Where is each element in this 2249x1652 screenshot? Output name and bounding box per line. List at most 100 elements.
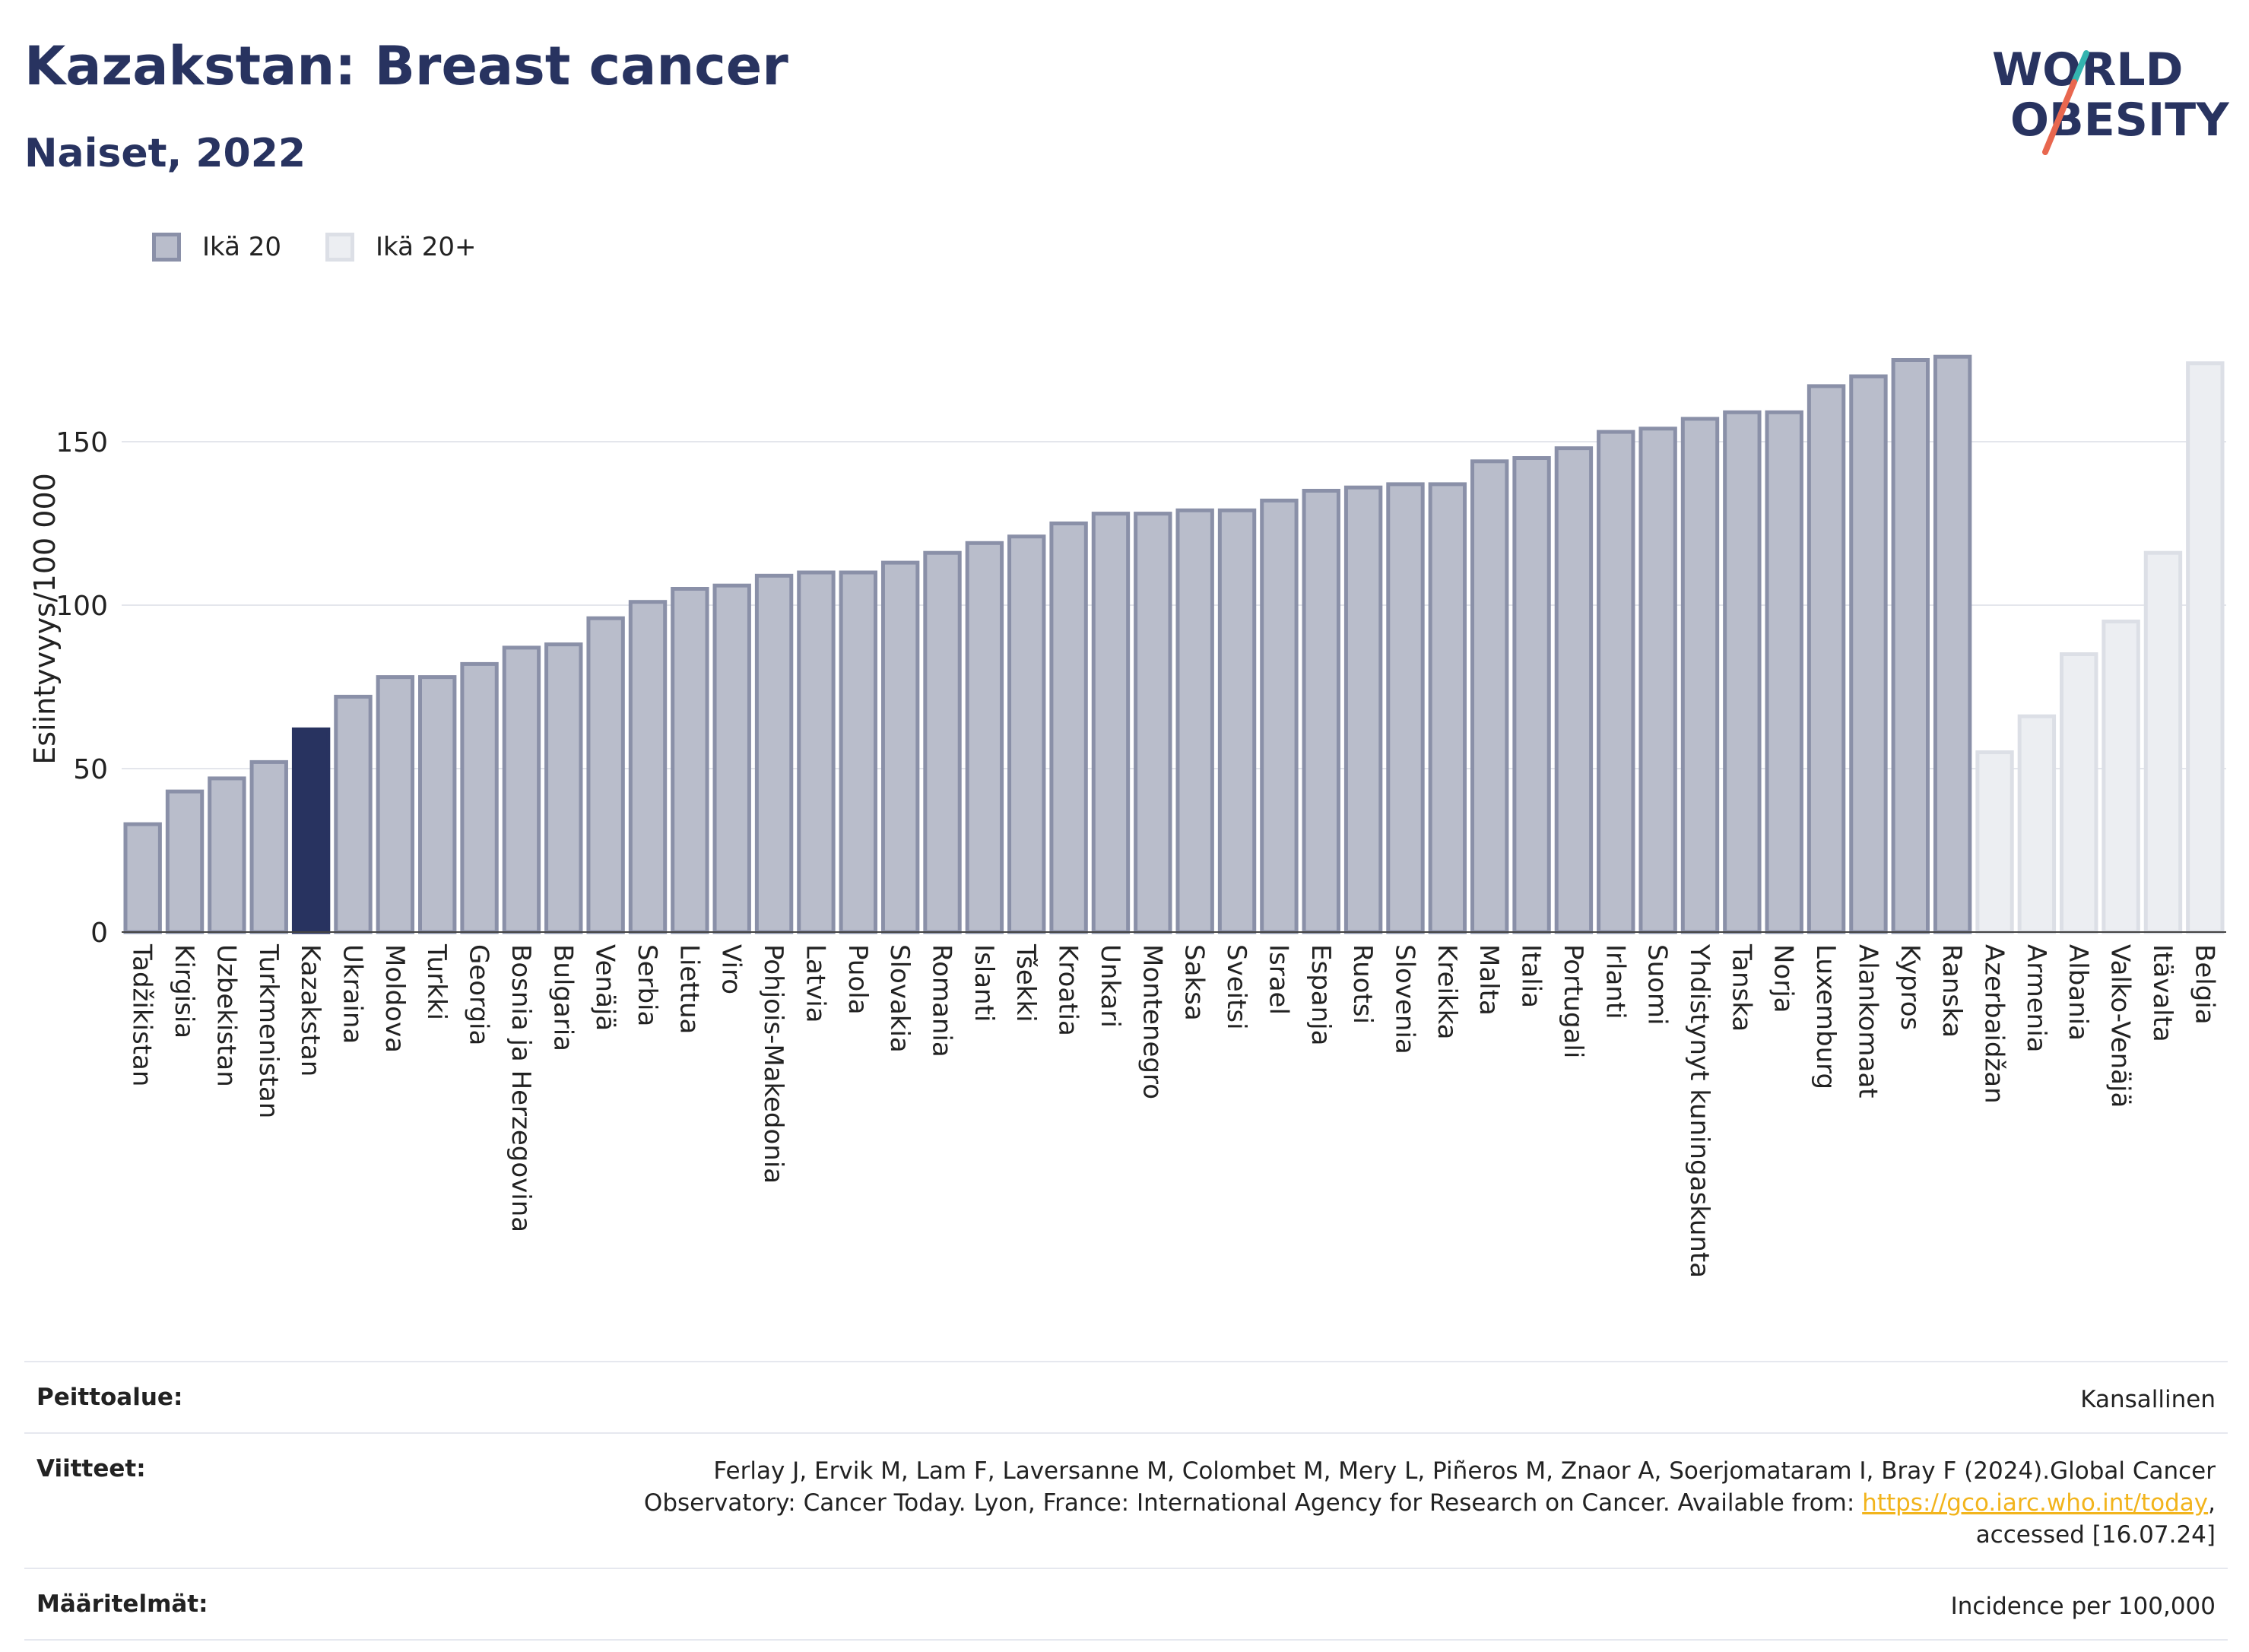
- chart-subtitle: Naiset, 2022: [24, 131, 306, 176]
- bar-48[interactable]: [2143, 550, 2183, 934]
- bar-5[interactable]: [334, 694, 373, 934]
- x-tick-label-42: Kypros: [1895, 944, 1925, 1030]
- x-tick-label-2: Uzbekistan: [211, 944, 241, 1087]
- bar-19[interactable]: [923, 550, 962, 934]
- bar-33[interactable]: [1512, 456, 1551, 934]
- bar-9[interactable]: [502, 645, 541, 934]
- definitions-label: Määritelmät:: [36, 1590, 208, 1618]
- x-tick-label-43: Ranska: [1937, 944, 1967, 1038]
- bar-37[interactable]: [1680, 417, 1720, 934]
- references-label: Viitteet:: [36, 1455, 146, 1482]
- x-tick-label-29: Ruotsi: [1347, 944, 1378, 1024]
- bar-42[interactable]: [1891, 358, 1930, 934]
- y-axis-label: Esiintyvyys/100 000: [28, 473, 62, 765]
- bar-34[interactable]: [1554, 446, 1594, 934]
- bar-21[interactable]: [1007, 534, 1046, 934]
- bar-3[interactable]: [249, 759, 288, 934]
- y-tick-label-2: 100: [56, 591, 108, 622]
- bar-28[interactable]: [1302, 489, 1340, 934]
- bar-41[interactable]: [1849, 374, 1888, 934]
- x-tick-label-30: Slovenia: [1389, 944, 1420, 1054]
- bar-36[interactable]: [1638, 426, 1677, 934]
- tick-labels: 0 50 100 150 Tadžikistan Kirgisia Uzbekistan Tu…: [56, 427, 2219, 1278]
- world-obesity-logo: WORLD OBESITY: [1992, 43, 2230, 155]
- x-tick-label-12: Serbia: [632, 944, 662, 1026]
- bar-16[interactable]: [797, 570, 836, 934]
- x-tick-label-27: Israel: [1263, 944, 1293, 1015]
- definitions-value: Incidence per 100,000: [1950, 1593, 2216, 1620]
- references-line1: Ferlay J, Ervik M, Lam F, Laversanne M, …: [713, 1457, 2216, 1485]
- bar-30[interactable]: [1386, 482, 1425, 934]
- bar-35[interactable]: [1597, 430, 1635, 934]
- bar-38[interactable]: [1723, 410, 1762, 934]
- bar-10[interactable]: [544, 642, 583, 934]
- bar-6[interactable]: [376, 675, 415, 934]
- references-line3: accessed [16.07.24]: [1975, 1521, 2216, 1549]
- bar-31[interactable]: [1428, 482, 1467, 934]
- bar-1[interactable]: [165, 789, 205, 934]
- bar-49[interactable]: [2186, 361, 2225, 934]
- legend-item-age20plus[interactable]: Ikä 20+: [325, 232, 477, 262]
- bar-39[interactable]: [1765, 410, 1803, 934]
- x-tick-label-26: Sveitsi: [1221, 944, 1251, 1030]
- y-tick-label-0: 0: [90, 918, 108, 949]
- legend-item-age20[interactable]: Ikä 20: [152, 232, 281, 262]
- bar-27[interactable]: [1260, 498, 1299, 934]
- x-tick-label-20: Islanti: [969, 944, 999, 1022]
- x-tick-label-4: Kazakstan: [295, 944, 325, 1076]
- x-tick-label-48: Itävalta: [2147, 944, 2178, 1042]
- chart-title: Kazakstan: Breast cancer: [24, 35, 788, 97]
- bar-46[interactable]: [2060, 652, 2098, 934]
- bar-26[interactable]: [1217, 508, 1257, 934]
- x-tick-label-3: Turkmenistan: [253, 943, 284, 1118]
- bar-15[interactable]: [754, 573, 794, 934]
- bar-45[interactable]: [2017, 714, 2057, 934]
- bar-24[interactable]: [1134, 512, 1172, 934]
- x-tick-label-8: Georgia: [464, 944, 494, 1045]
- bar-7[interactable]: [418, 675, 457, 934]
- bar-17[interactable]: [839, 570, 877, 934]
- bar-25[interactable]: [1175, 508, 1214, 934]
- bar-43[interactable]: [1933, 354, 1972, 934]
- x-tick-label-47: Valko-Venäjä: [2105, 944, 2136, 1108]
- x-tick-label-39: Norja: [1768, 944, 1799, 1013]
- x-tick-label-35: Irlanti: [1600, 944, 1630, 1019]
- references-value: Ferlay J, Ervik M, Lam F, Laversanne M, …: [644, 1455, 2216, 1551]
- x-tick-label-7: Turkki: [421, 943, 452, 1020]
- x-tick-label-18: Slovakia: [884, 944, 915, 1053]
- references-after-link: ,: [2208, 1489, 2216, 1517]
- x-tick-label-9: Bosnia ja Herzegovina: [506, 944, 536, 1232]
- y-tick-label-1: 50: [73, 754, 108, 785]
- bar-22[interactable]: [1049, 522, 1088, 934]
- bar-29[interactable]: [1343, 485, 1383, 934]
- x-tick-label-16: Latvia: [800, 944, 830, 1023]
- x-tick-label-44: Azerbaidžan: [1979, 944, 2010, 1104]
- x-tick-label-37: Yhdistynyt kuningaskunta: [1684, 943, 1715, 1278]
- x-tick-label-36: Suomi: [1642, 944, 1673, 1026]
- references-link[interactable]: https://gco.iarc.who.int/today: [1862, 1489, 2209, 1517]
- bar-44[interactable]: [1975, 750, 2014, 934]
- x-tick-label-6: Moldova: [379, 944, 410, 1053]
- bars: [123, 354, 2225, 934]
- bar-2[interactable]: [208, 776, 246, 934]
- bar-4[interactable]: [291, 727, 331, 934]
- bar-13[interactable]: [671, 587, 709, 934]
- bar-12[interactable]: [628, 600, 668, 934]
- bar-18[interactable]: [880, 560, 920, 934]
- y-tick-label-3: 150: [56, 427, 108, 458]
- x-tick-label-14: Viro: [716, 944, 747, 994]
- bar-11[interactable]: [586, 616, 625, 934]
- bar-20[interactable]: [965, 541, 1004, 934]
- x-tick-label-40: Luxemburg: [1810, 944, 1841, 1089]
- x-tick-label-41: Alankomaat: [1852, 944, 1883, 1099]
- bar-40[interactable]: [1806, 384, 1846, 934]
- x-tick-label-10: Bulgaria: [547, 944, 578, 1051]
- bar-32[interactable]: [1470, 459, 1509, 934]
- bar-23[interactable]: [1091, 512, 1131, 934]
- x-tick-label-24: Montenegro: [1137, 944, 1167, 1099]
- x-tick-label-49: Belgia: [2189, 944, 2219, 1025]
- bar-14[interactable]: [712, 583, 751, 934]
- bar-0[interactable]: [123, 822, 162, 934]
- bar-8[interactable]: [460, 661, 499, 934]
- bar-47[interactable]: [2101, 620, 2140, 934]
